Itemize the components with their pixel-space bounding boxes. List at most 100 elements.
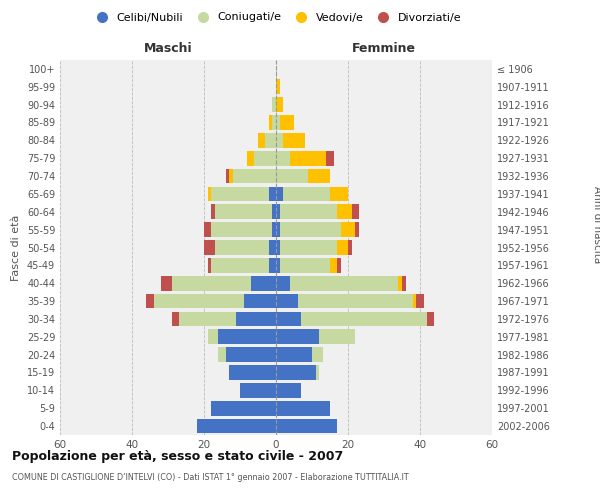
Bar <box>172 312 179 326</box>
Bar <box>276 222 280 237</box>
Bar <box>348 240 352 255</box>
Bar <box>208 258 211 272</box>
Bar <box>269 186 276 201</box>
Bar <box>276 401 330 415</box>
Bar <box>251 276 276 290</box>
Bar <box>276 168 308 184</box>
Bar <box>254 151 276 166</box>
Bar <box>326 151 334 166</box>
Bar <box>272 115 276 130</box>
Bar <box>352 204 359 219</box>
Bar <box>276 365 316 380</box>
Bar <box>211 401 276 415</box>
Bar <box>301 312 427 326</box>
Bar <box>226 348 276 362</box>
Bar <box>226 168 233 184</box>
Bar <box>208 186 211 201</box>
Bar <box>276 240 280 255</box>
Text: Femmine: Femmine <box>352 42 416 54</box>
Bar <box>427 312 434 326</box>
Bar <box>280 204 337 219</box>
Bar <box>312 348 323 362</box>
Bar <box>197 419 276 434</box>
Bar <box>161 276 172 290</box>
Bar <box>240 383 276 398</box>
Text: Anni di nascita: Anni di nascita <box>592 186 600 264</box>
Bar <box>330 186 348 201</box>
Bar <box>280 115 294 130</box>
Bar <box>280 240 337 255</box>
Bar <box>276 294 298 308</box>
Bar <box>316 365 319 380</box>
Bar <box>154 294 244 308</box>
Bar <box>218 348 226 362</box>
Bar <box>211 186 269 201</box>
Bar <box>211 222 272 237</box>
Bar <box>276 151 290 166</box>
Bar <box>204 240 215 255</box>
Text: Popolazione per età, sesso e stato civile - 2007: Popolazione per età, sesso e stato civil… <box>12 450 343 463</box>
Bar <box>233 168 276 184</box>
Bar <box>244 294 276 308</box>
Bar <box>276 98 283 112</box>
Bar <box>269 258 276 272</box>
Bar <box>208 330 218 344</box>
Bar <box>337 204 359 219</box>
Bar <box>355 222 359 237</box>
Bar <box>337 258 341 272</box>
Bar <box>204 240 215 255</box>
Bar <box>416 294 424 308</box>
Bar <box>258 133 265 148</box>
Bar <box>308 168 330 184</box>
Y-axis label: Fasce di età: Fasce di età <box>11 214 21 280</box>
Bar <box>172 276 251 290</box>
Bar <box>236 312 276 326</box>
Bar <box>276 80 280 94</box>
Bar <box>226 168 229 184</box>
Bar <box>276 186 283 201</box>
Bar <box>290 151 334 166</box>
Bar <box>211 204 215 219</box>
Bar <box>280 258 330 272</box>
Bar <box>272 204 276 219</box>
Bar <box>204 222 211 237</box>
Bar <box>272 222 276 237</box>
Bar <box>276 276 290 290</box>
Bar <box>269 115 272 130</box>
Bar <box>272 98 276 112</box>
Bar <box>269 240 276 255</box>
Bar <box>330 258 341 272</box>
Bar <box>319 330 355 344</box>
Bar <box>276 115 280 130</box>
Bar <box>218 330 276 344</box>
Bar <box>276 312 301 326</box>
Bar <box>276 383 301 398</box>
Bar <box>398 276 406 290</box>
Bar <box>215 204 272 219</box>
Bar <box>341 222 359 237</box>
Bar <box>146 294 154 308</box>
Bar <box>146 294 154 308</box>
Bar <box>276 204 280 219</box>
Bar <box>402 276 406 290</box>
Bar <box>427 312 434 326</box>
Bar <box>298 294 413 308</box>
Bar <box>211 258 269 272</box>
Bar <box>413 294 424 308</box>
Bar <box>283 186 330 201</box>
Bar <box>276 348 312 362</box>
Bar <box>161 276 172 290</box>
Text: Maschi: Maschi <box>143 42 193 54</box>
Bar <box>211 204 215 219</box>
Bar <box>276 330 319 344</box>
Bar <box>229 365 276 380</box>
Bar <box>179 312 236 326</box>
Bar <box>204 222 211 237</box>
Bar <box>290 276 398 290</box>
Bar <box>247 151 254 166</box>
Bar <box>283 133 305 148</box>
Bar <box>337 240 352 255</box>
Bar <box>208 258 211 272</box>
Legend: Celibi/Nubili, Coniugati/e, Vedovi/e, Divorziati/e: Celibi/Nubili, Coniugati/e, Vedovi/e, Di… <box>86 8 466 27</box>
Bar <box>172 312 179 326</box>
